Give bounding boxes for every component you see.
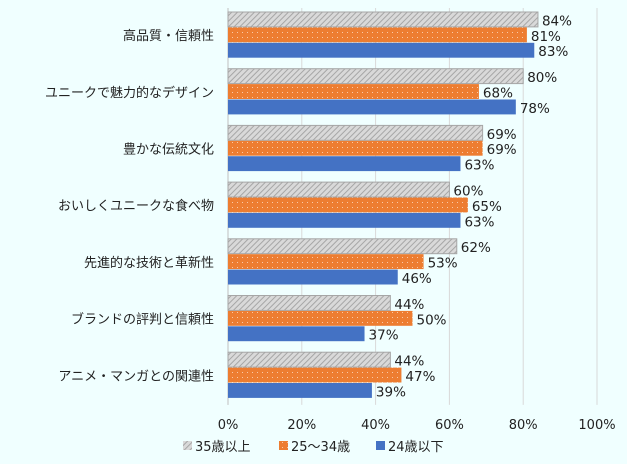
data-label: 53% <box>428 256 458 272</box>
bar <box>228 27 527 43</box>
bar <box>228 367 402 383</box>
x-tick-label: 0% <box>218 418 239 433</box>
bar <box>228 197 468 213</box>
legend-swatch <box>279 441 288 450</box>
data-label: 68% <box>483 86 513 102</box>
data-label: 60% <box>453 184 483 200</box>
data-label: 50% <box>417 312 447 328</box>
bar <box>227 351 391 368</box>
data-label: 69% <box>487 142 517 158</box>
data-label: 83% <box>538 44 568 60</box>
bar <box>227 181 450 198</box>
data-label: 62% <box>461 240 491 256</box>
bar <box>227 295 391 311</box>
bar <box>227 238 458 255</box>
bar <box>228 140 483 156</box>
legend-label: 25～34歳 <box>291 440 350 455</box>
bar <box>228 254 424 270</box>
bar <box>228 42 535 58</box>
data-label: 65% <box>472 199 502 215</box>
category-label: 豊かな伝統文化 <box>123 143 214 158</box>
category-label: ユニークで魅力的なデザイン <box>45 85 214 101</box>
bar <box>228 156 461 172</box>
category-label: おいしくユニークな食べ物 <box>58 198 214 214</box>
data-label: 84% <box>542 13 572 29</box>
data-label: 39% <box>376 384 406 400</box>
data-label: 46% <box>402 271 432 287</box>
category-label: 先進的な技術と革新性 <box>84 255 214 271</box>
bar <box>227 11 539 28</box>
legend-swatch <box>376 441 385 450</box>
data-label: 80% <box>527 70 557 86</box>
bar <box>227 68 524 85</box>
x-tick-label: 20% <box>287 418 316 433</box>
data-label: 63% <box>464 214 494 230</box>
bar <box>228 84 479 99</box>
data-label: 44% <box>394 354 424 370</box>
legend-label: 24歳以下 <box>388 440 444 455</box>
bar <box>228 310 413 326</box>
x-tick-label: 60% <box>435 418 464 433</box>
bar <box>228 212 461 228</box>
data-label: 81% <box>531 29 561 45</box>
bar <box>227 124 484 141</box>
bar <box>228 99 516 115</box>
bar <box>228 383 372 398</box>
data-label: 69% <box>487 127 517 143</box>
x-tick-label: 40% <box>361 418 390 433</box>
data-label: 63% <box>464 158 494 174</box>
category-label: ブランドの評判と信頼性 <box>71 312 214 328</box>
bar <box>228 269 398 285</box>
data-label: 47% <box>405 369 435 385</box>
data-label: 44% <box>394 297 424 313</box>
data-label: 78% <box>520 101 550 117</box>
data-label: 37% <box>369 328 399 344</box>
legend-label: 35歳以上 <box>195 440 251 455</box>
category-label: アニメ・マンガとの関連性 <box>58 369 214 384</box>
legend-swatch <box>183 441 192 450</box>
bar <box>228 326 365 342</box>
x-tick-label: 100% <box>578 418 615 433</box>
x-tick-label: 80% <box>509 418 538 433</box>
category-label: 高品質・信頼性 <box>123 28 214 44</box>
